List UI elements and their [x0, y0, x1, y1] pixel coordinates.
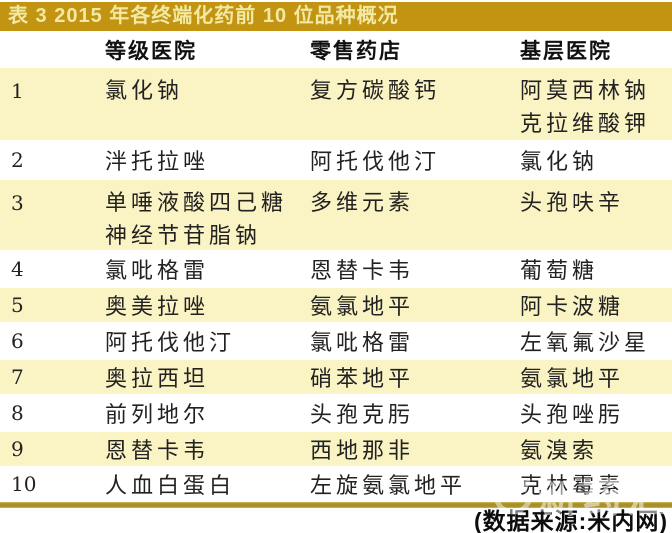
- primary-care-cell: 头孢唑肟: [520, 403, 625, 428]
- hospital-cell: 泮托拉唑: [105, 150, 210, 175]
- table-row: 5 奥美拉唑 氨氯地平 阿卡波糖: [0, 288, 672, 322]
- pharmacy-cell: 硝苯地平: [310, 367, 415, 392]
- primary-care-cell: 头孢呋辛: [520, 191, 625, 216]
- primary-care-cell: 阿卡波糖: [520, 295, 625, 320]
- primary-care-cell: 氨溴索: [520, 439, 599, 464]
- rank-cell: 9: [11, 437, 24, 461]
- pharmacy-cell: 氨氯地平: [310, 295, 415, 320]
- primary-care-cell: 葡萄糖: [520, 259, 599, 284]
- rank-cell: 6: [11, 329, 24, 353]
- hospital-cell: 奥美拉唑: [105, 295, 210, 320]
- pharmacy-cell: 阿托伐他汀: [310, 150, 441, 175]
- rank-cell: 5: [11, 293, 24, 317]
- col-header-primary-care: 基层医院: [520, 39, 612, 63]
- pharmacy-cell: 头孢克肟: [310, 403, 415, 428]
- hospital-cell: 恩替卡韦: [105, 439, 210, 464]
- table-row: 1 氯化钠 复方碳酸钙 阿莫西林钠 克拉维酸钾: [0, 68, 672, 140]
- table-row: 2 泮托拉唑 阿托伐他汀 氯化钠: [0, 140, 672, 180]
- col-header-hospital: 等级医院: [105, 39, 197, 63]
- rank-cell: 8: [11, 401, 24, 425]
- table-row: 6 阿托伐他汀 氯吡格雷 左氧氟沙星: [0, 322, 672, 360]
- primary-care-cell: 克林霉素: [520, 474, 625, 499]
- hospital-cell: 前列地尔: [105, 403, 210, 428]
- primary-care-cell: 氨氯地平: [520, 367, 625, 392]
- bottom-divider: [0, 502, 672, 508]
- rank-cell: 2: [11, 148, 24, 172]
- table-title: 表 3 2015 年各终端化药前 10 位品种概况: [8, 5, 399, 27]
- table-row: 8 前列地尔 头孢克肟 头孢唑肟: [0, 394, 672, 432]
- pharmacy-cell: 西地那非: [310, 439, 415, 464]
- rank-cell: 3: [11, 191, 24, 215]
- table-row: 4 氯吡格雷 恩替卡韦 葡萄糖: [0, 250, 672, 288]
- primary-care-cell: 阿莫西林钠 克拉维酸钾: [520, 79, 651, 137]
- pharmacy-cell: 多维元素: [310, 191, 415, 216]
- rank-cell: 7: [11, 365, 24, 389]
- table-row: 10 人血白蛋白 左旋氨氯地平 克林霉素: [0, 466, 672, 502]
- rank-cell: 4: [11, 257, 24, 281]
- pharmacy-cell: 复方碳酸钙: [310, 79, 441, 104]
- table-header-row: 等级医院 零售药店 基层医院: [0, 31, 672, 68]
- rank-cell: 1: [11, 79, 24, 103]
- pharmacy-cell: 恩替卡韦: [310, 259, 415, 284]
- data-source: (数据来源:米内网): [474, 508, 668, 533]
- table-row: 9 恩替卡韦 西地那非 氨溴索: [0, 432, 672, 466]
- primary-care-cell: 左氧氟沙星: [520, 331, 651, 356]
- hospital-cell: 单唾液酸四己糖 神经节苷脂钠: [105, 191, 288, 249]
- pharmacy-cell: 氯吡格雷: [310, 331, 415, 356]
- table-row: 3 单唾液酸四己糖 神经节苷脂钠 多维元素 头孢呋辛: [0, 180, 672, 250]
- hospital-cell: 人血白蛋白: [105, 474, 236, 499]
- primary-care-cell: 氯化钠: [520, 150, 599, 175]
- hospital-cell: 阿托伐他汀: [105, 331, 236, 356]
- pharmacy-cell: 左旋氨氯地平: [310, 474, 467, 499]
- table-title-bar: 表 3 2015 年各终端化药前 10 位品种概况: [0, 2, 672, 31]
- hospital-cell: 氯吡格雷: [105, 259, 210, 284]
- hospital-cell: 氯化钠: [105, 79, 184, 104]
- table-row: 7 奥拉西坦 硝苯地平 氨氯地平: [0, 360, 672, 394]
- hospital-cell: 奥拉西坦: [105, 367, 210, 392]
- col-header-pharmacy: 零售药店: [310, 39, 402, 63]
- rank-cell: 10: [11, 472, 37, 496]
